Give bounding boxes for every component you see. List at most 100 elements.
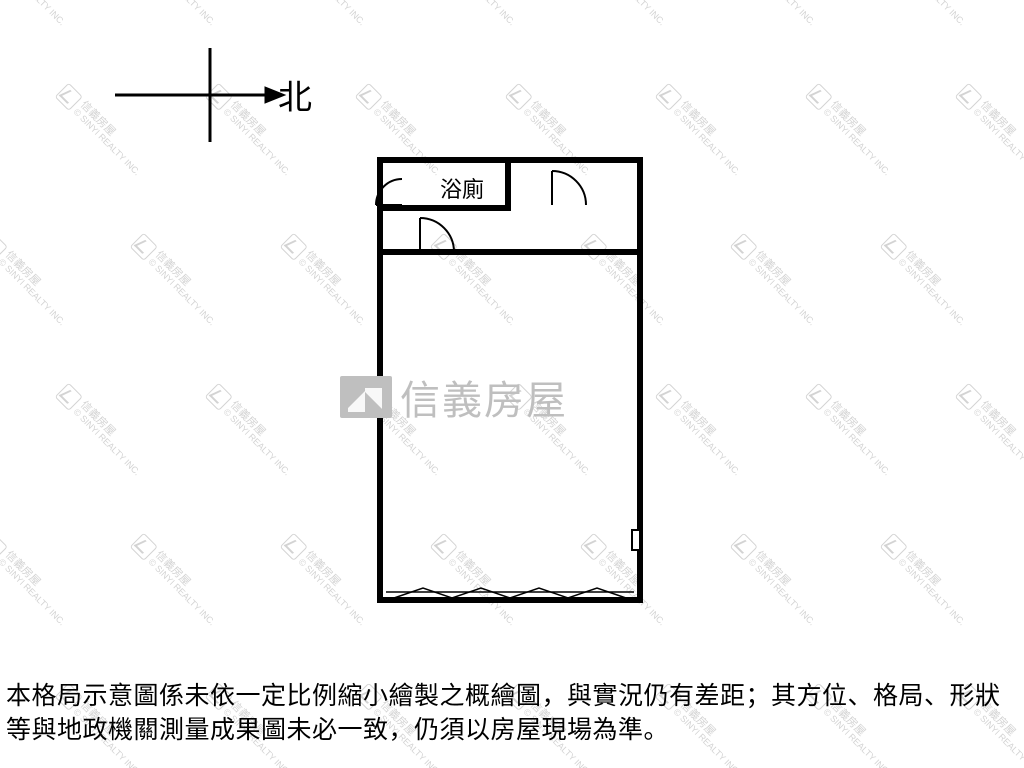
watermark-small: 信義房屋© SINYI REALTY INC. — [0, 233, 74, 328]
watermark-text-zh: 信義房屋 — [678, 100, 749, 171]
watermark-small: 信義房屋© SINYI REALTY INC. — [280, 233, 375, 328]
watermark-text-en: © SINYI REALTY INC. — [822, 107, 892, 177]
watermark-text-zh: 信義房屋 — [228, 400, 299, 471]
watermark-text-en: © SINYI REALTY INC. — [672, 107, 742, 177]
watermark-text-zh: 信義房屋 — [978, 100, 1024, 171]
watermark-text-zh: 信義房屋 — [753, 250, 824, 321]
watermark-text-en: © SINYI REALTY INC. — [972, 107, 1024, 177]
watermark-text-zh: 信義房屋 — [303, 550, 374, 621]
watermark-text-zh: 信義房屋 — [828, 100, 899, 171]
watermark-logo-icon — [355, 83, 383, 111]
watermark-text-zh: 信義房屋 — [828, 400, 899, 471]
watermark-small: 信義房屋© SINYI REALTY INC. — [880, 233, 975, 328]
watermark-text-zh: 信義房屋 — [303, 0, 374, 21]
watermark-small: 信義房屋© SINYI REALTY INC. — [880, 533, 975, 628]
watermark-logo-icon — [805, 83, 833, 111]
watermark-text-zh: 信義房屋 — [978, 400, 1024, 471]
watermark-logo-icon — [130, 533, 158, 561]
watermark-text-en: © SINYI REALTY INC. — [297, 257, 367, 327]
watermark-small: 信義房屋© SINYI REALTY INC. — [130, 233, 225, 328]
watermark-small: 信義房屋© SINYI REALTY INC. — [280, 0, 375, 27]
watermark-text-en: © SINYI REALTY INC. — [447, 0, 517, 27]
watermark-text-en: © SINYI REALTY INC. — [72, 407, 142, 477]
watermark-small: 信義房屋© SINYI REALTY INC. — [730, 233, 825, 328]
watermark-text-zh: 信義房屋 — [453, 0, 524, 21]
watermark-text-en: © SINYI REALTY INC. — [972, 407, 1024, 477]
watermark-small: 信義房屋© SINYI REALTY INC. — [805, 83, 900, 178]
watermark-text-en: © SINYI REALTY INC. — [222, 407, 292, 477]
brand-watermark-large: 信義房屋 — [340, 368, 568, 426]
watermark-logo-icon — [655, 83, 683, 111]
disclaimer-text: 本格局示意圖係未依一定比例縮小繪製之概繪圖，與實況仍有差距；其方位、格局、形狀等… — [0, 680, 1024, 748]
watermark-small: 信義房屋© SINYI REALTY INC. — [805, 383, 900, 478]
watermark-logo-icon — [805, 383, 833, 411]
watermark-text-zh: 信義房屋 — [153, 550, 224, 621]
watermark-small: 信義房屋© SINYI REALTY INC. — [130, 0, 225, 27]
watermark-small: 信義房屋© SINYI REALTY INC. — [430, 0, 525, 27]
watermark-text-en: © SINYI REALTY INC. — [0, 557, 66, 627]
compass-label-north: 北 — [278, 70, 312, 119]
watermark-small: 信義房屋© SINYI REALTY INC. — [55, 383, 150, 478]
watermark-text-zh: 信義房屋 — [78, 400, 149, 471]
watermark-text-en: © SINYI REALTY INC. — [747, 257, 817, 327]
watermark-small: 信義房屋© SINYI REALTY INC. — [0, 533, 74, 628]
watermark-small: 信義房屋© SINYI REALTY INC. — [280, 533, 375, 628]
watermark-small: 信義房屋© SINYI REALTY INC. — [205, 383, 300, 478]
watermark-small: 信義房屋© SINYI REALTY INC. — [955, 383, 1024, 478]
watermark-text-en: © SINYI REALTY INC. — [747, 0, 817, 27]
watermark-logo-icon — [280, 233, 308, 261]
watermark-text-en: © SINYI REALTY INC. — [147, 557, 217, 627]
watermark-logo-icon — [0, 233, 8, 261]
watermark-text-en: © SINYI REALTY INC. — [147, 257, 217, 327]
watermark-text-zh: 信義房屋 — [3, 0, 74, 21]
watermark-logo-icon — [0, 533, 8, 561]
watermark-text-en: © SINYI REALTY INC. — [147, 0, 217, 27]
watermark-text-zh: 信義房屋 — [678, 400, 749, 471]
room-label-bathroom: 浴廁 — [440, 172, 484, 204]
watermark-logo-icon — [955, 383, 983, 411]
watermark-text-zh: 信義房屋 — [753, 550, 824, 621]
watermark-small: 信義房屋© SINYI REALTY INC. — [880, 0, 975, 27]
watermark-logo-icon — [130, 233, 158, 261]
watermark-text-zh: 信義房屋 — [903, 550, 974, 621]
watermark-logo-icon — [505, 83, 533, 111]
watermark-text-en: © SINYI REALTY INC. — [297, 0, 367, 27]
watermark-text-en: © SINYI REALTY INC. — [822, 407, 892, 477]
watermark-logo-icon — [55, 383, 83, 411]
floorplan-stage: 信義房屋© SINYI REALTY INC.信義房屋© SINYI REALT… — [0, 0, 1024, 768]
watermark-logo-icon — [280, 533, 308, 561]
watermark-text-en: © SINYI REALTY INC. — [672, 407, 742, 477]
watermark-text-zh: 信義房屋 — [153, 0, 224, 21]
watermark-text-zh: 信義房屋 — [753, 0, 824, 21]
watermark-logo-icon — [730, 533, 758, 561]
watermark-text-en: © SINYI REALTY INC. — [897, 557, 967, 627]
watermark-small: 信義房屋© SINYI REALTY INC. — [130, 533, 225, 628]
watermark-small: 信義房屋© SINYI REALTY INC. — [730, 533, 825, 628]
watermark-text-zh: 信義房屋 — [603, 0, 674, 21]
watermark-text-en: © SINYI REALTY INC. — [747, 557, 817, 627]
watermark-text-en: © SINYI REALTY INC. — [0, 257, 66, 327]
watermark-small: 信義房屋© SINYI REALTY INC. — [580, 0, 675, 27]
watermark-logo-icon — [880, 233, 908, 261]
watermark-logo-icon — [205, 383, 233, 411]
watermark-text-en: © SINYI REALTY INC. — [0, 0, 66, 27]
watermark-text-en: © SINYI REALTY INC. — [597, 0, 667, 27]
brand-watermark-text: 信義房屋 — [400, 368, 568, 426]
watermark-logo-icon — [880, 533, 908, 561]
watermark-text-zh: 信義房屋 — [903, 250, 974, 321]
watermark-text-zh: 信義房屋 — [903, 0, 974, 21]
watermark-text-zh: 信義房屋 — [3, 550, 74, 621]
watermark-small: 信義房屋© SINYI REALTY INC. — [0, 0, 74, 27]
watermark-text-zh: 信義房屋 — [3, 250, 74, 321]
watermark-small: 信義房屋© SINYI REALTY INC. — [955, 83, 1024, 178]
brand-logo-icon — [340, 376, 392, 418]
watermark-logo-icon — [955, 83, 983, 111]
watermark-text-en: © SINYI REALTY INC. — [897, 0, 967, 27]
watermark-text-zh: 信義房屋 — [153, 250, 224, 321]
watermark-small: 信義房屋© SINYI REALTY INC. — [730, 0, 825, 27]
watermark-text-zh: 信義房屋 — [303, 250, 374, 321]
watermark-text-en: © SINYI REALTY INC. — [897, 257, 967, 327]
watermark-logo-icon — [55, 83, 83, 111]
watermark-logo-icon — [730, 233, 758, 261]
watermark-text-en: © SINYI REALTY INC. — [297, 557, 367, 627]
